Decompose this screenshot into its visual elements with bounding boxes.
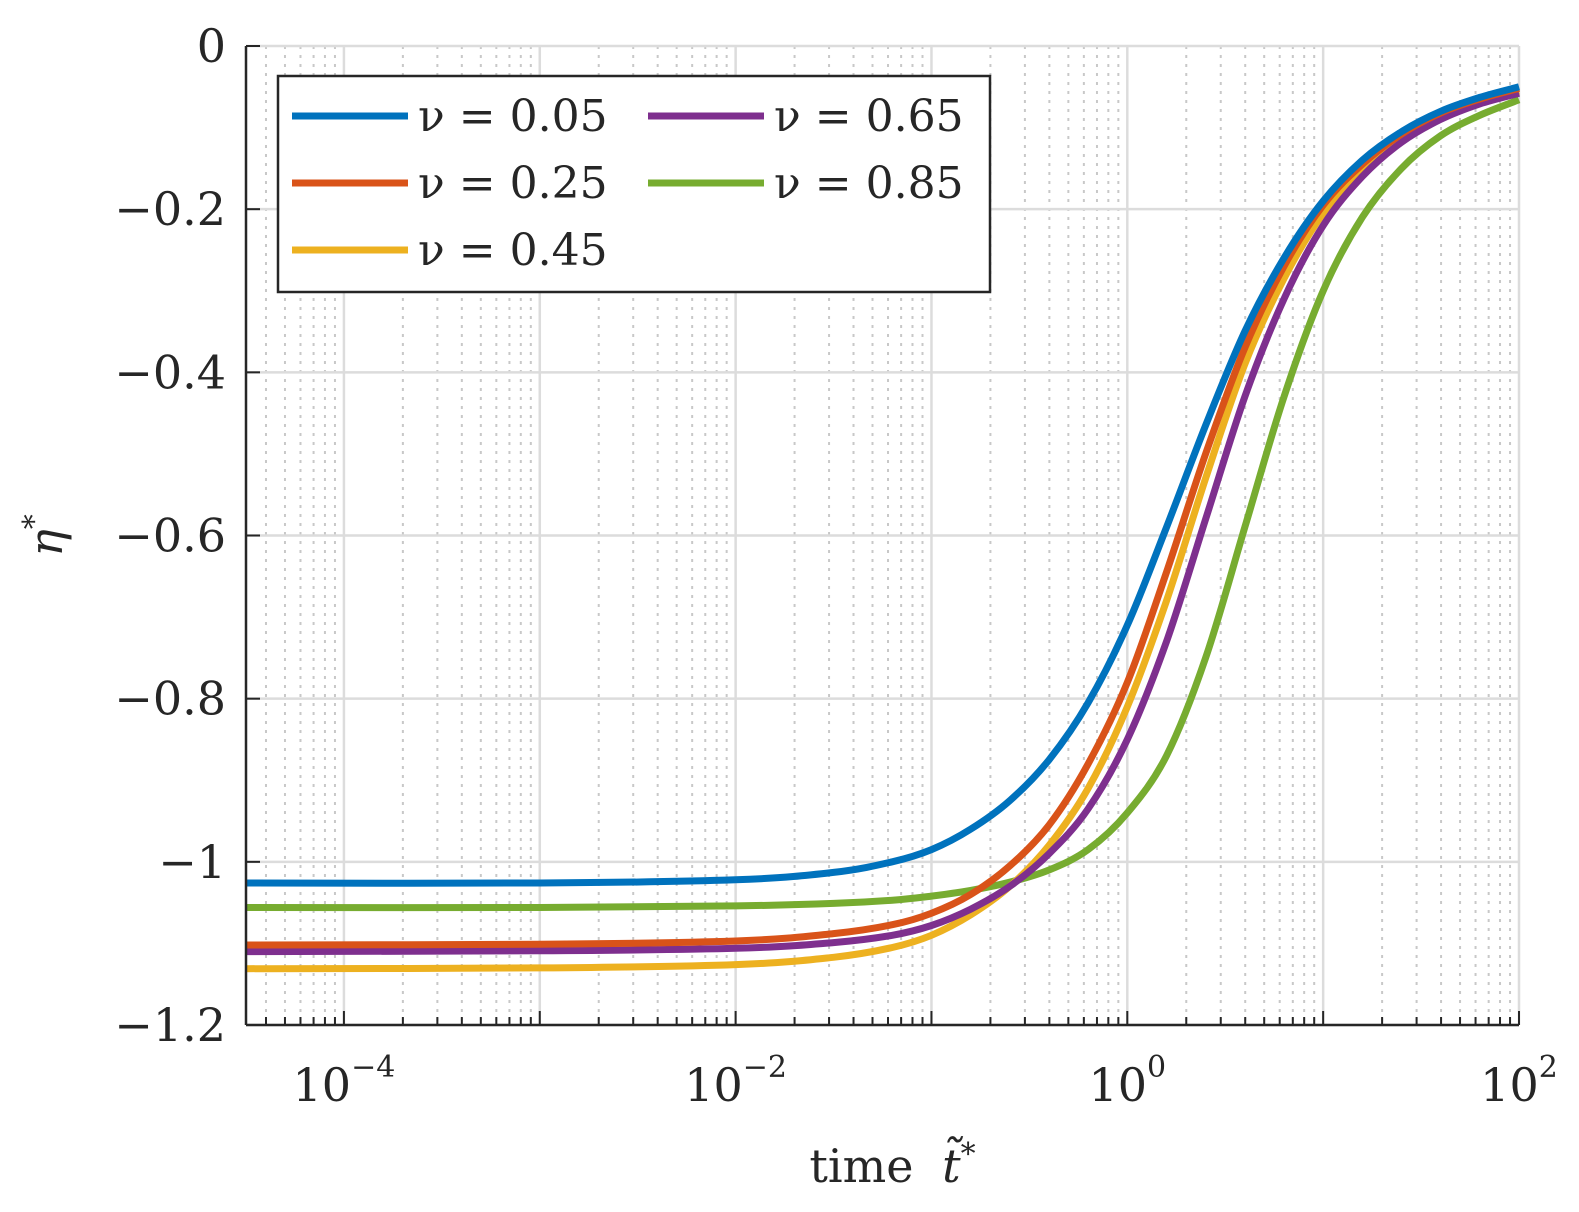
y-axis-label-sup: * (17, 514, 52, 529)
y-tick-label: −0.2 (114, 182, 226, 236)
y-tick-label: −0.4 (114, 345, 226, 399)
y-tick-label: −1 (158, 835, 226, 889)
x-tick-label-base: 10 (1480, 1058, 1539, 1112)
x-axis-label-sup: * (961, 1137, 976, 1172)
x-axis-label-text: time (809, 1139, 913, 1193)
y-tick-label: −0.8 (114, 672, 226, 726)
series-line-1 (245, 83, 1520, 887)
x-tick-label-exponent: 2 (1539, 1050, 1558, 1085)
series-line-4 (245, 89, 1520, 956)
x-tick-label-base: 10 (1088, 1058, 1147, 1112)
x-tick-label-base: 10 (293, 1058, 352, 1112)
legend-label-1: ν = 0.05 (418, 91, 608, 142)
x-tick-label: 100 (1088, 1050, 1166, 1112)
x-tick-label-base: 10 (684, 1058, 743, 1112)
legend: ν = 0.05 ν = 0.65 ν = 0.25 ν = 0.85 ν = 0.45 (276, 74, 992, 294)
legend-label-2: ν = 0.25 (418, 158, 608, 209)
x-tick-label: 10−4 (293, 1050, 396, 1112)
legend-label-4: ν = 0.65 (774, 91, 964, 142)
legend-label-5: ν = 0.85 (774, 158, 964, 209)
x-tick-label-exponent: −4 (351, 1050, 395, 1085)
x-axis-label: time t̃* (809, 1136, 975, 1193)
y-tick-label: 0 (197, 19, 226, 73)
series-line-5 (245, 96, 1521, 912)
axes (244, 45, 1520, 1027)
x-tick-label-exponent: −2 (743, 1050, 787, 1085)
y-axis-label: η* (17, 514, 73, 557)
x-tick-label-exponent: 0 (1147, 1050, 1166, 1085)
x-tick-label: 10−2 (684, 1050, 787, 1112)
legend-label-3: ν = 0.45 (418, 225, 608, 276)
y-tick-label: −0.6 (114, 509, 226, 563)
x-axis-label-symbol: t̃ (942, 1136, 963, 1193)
y-axis-label-symbol: η (19, 529, 73, 557)
plot-series (245, 83, 1521, 973)
x-tick-label: 102 (1480, 1050, 1558, 1112)
y-tick-label: −1.2 (114, 998, 226, 1052)
tick-labels: 0−0.2−0.4−0.6−0.8−1−1.210−4 10−2 100 102 (114, 19, 1558, 1112)
